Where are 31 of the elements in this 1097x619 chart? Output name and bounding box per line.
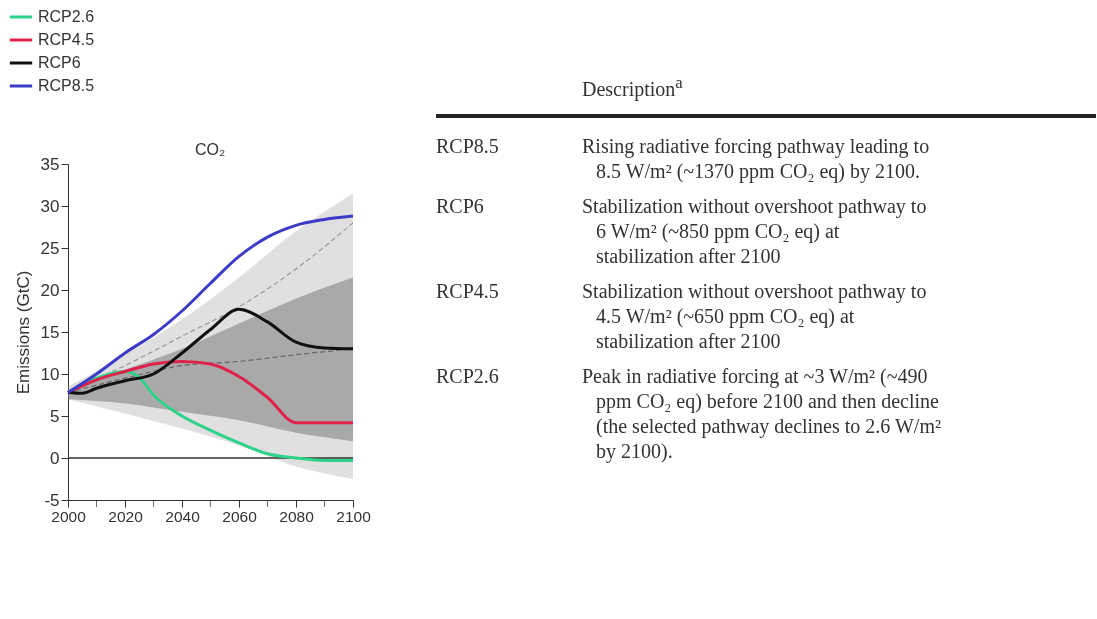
text: RCP6 <box>436 193 485 219</box>
x-tick-label: 2080 <box>279 507 315 525</box>
x-tick-label: 2060 <box>222 507 258 525</box>
x-tick-label: 2020 <box>108 507 144 525</box>
text: Rising radiative forcing pathway leading to 8.5 W/m² (~1370 ppm CO₂ eq) by 2100. <box>582 133 931 184</box>
legend-label: RCP4.5 <box>38 31 95 48</box>
chart-title: CO₂ <box>194 141 226 158</box>
y-tick-label: 0 <box>50 448 60 468</box>
text: Description$^{a}$ <box>581 72 684 103</box>
x-tick-label: 2100 <box>336 507 372 525</box>
text: Stabilization without overshoot pathway to 6 W/m² (~850 ppm CO₂ eq) at stabilization after 2100 <box>582 193 928 269</box>
legend-label: RCP2.6 <box>38 8 95 25</box>
line-series <box>66 307 355 395</box>
x-tick-label: 2040 <box>165 507 201 525</box>
text: RCP8.5 <box>436 133 500 159</box>
y-tick-label: 10 <box>40 364 60 384</box>
y-tick-label: -5 <box>44 490 60 510</box>
legend-label: RCP8.5 <box>38 77 95 94</box>
y-tick-label: 25 <box>40 238 60 258</box>
text: Stabilization without overshoot pathway to 4.5 W/m² (~650 ppm CO₂ eq) at stabilization after 2100 <box>582 278 928 354</box>
y-tick-label: 20 <box>40 280 60 300</box>
y-tick-label: 15 <box>40 322 60 342</box>
text: Peak in radiative forcing at ~3 W/m² (~490 ppm CO₂ eq) before 2100 and then decline (the selected pathway declines to 2.6 W/m² by 2100). <box>582 363 941 464</box>
x-tick-label: 2000 <box>51 507 87 525</box>
y-axis-title: Emissions (GtC) <box>13 270 33 395</box>
y-tick-label: 30 <box>40 196 60 216</box>
text: RCP2.6 <box>436 363 500 389</box>
y-tick-label: 5 <box>50 406 60 426</box>
text: RCP4.5 <box>436 278 500 304</box>
y-tick-label: 35 <box>40 154 60 174</box>
legend-label: RCP6 <box>38 54 81 71</box>
